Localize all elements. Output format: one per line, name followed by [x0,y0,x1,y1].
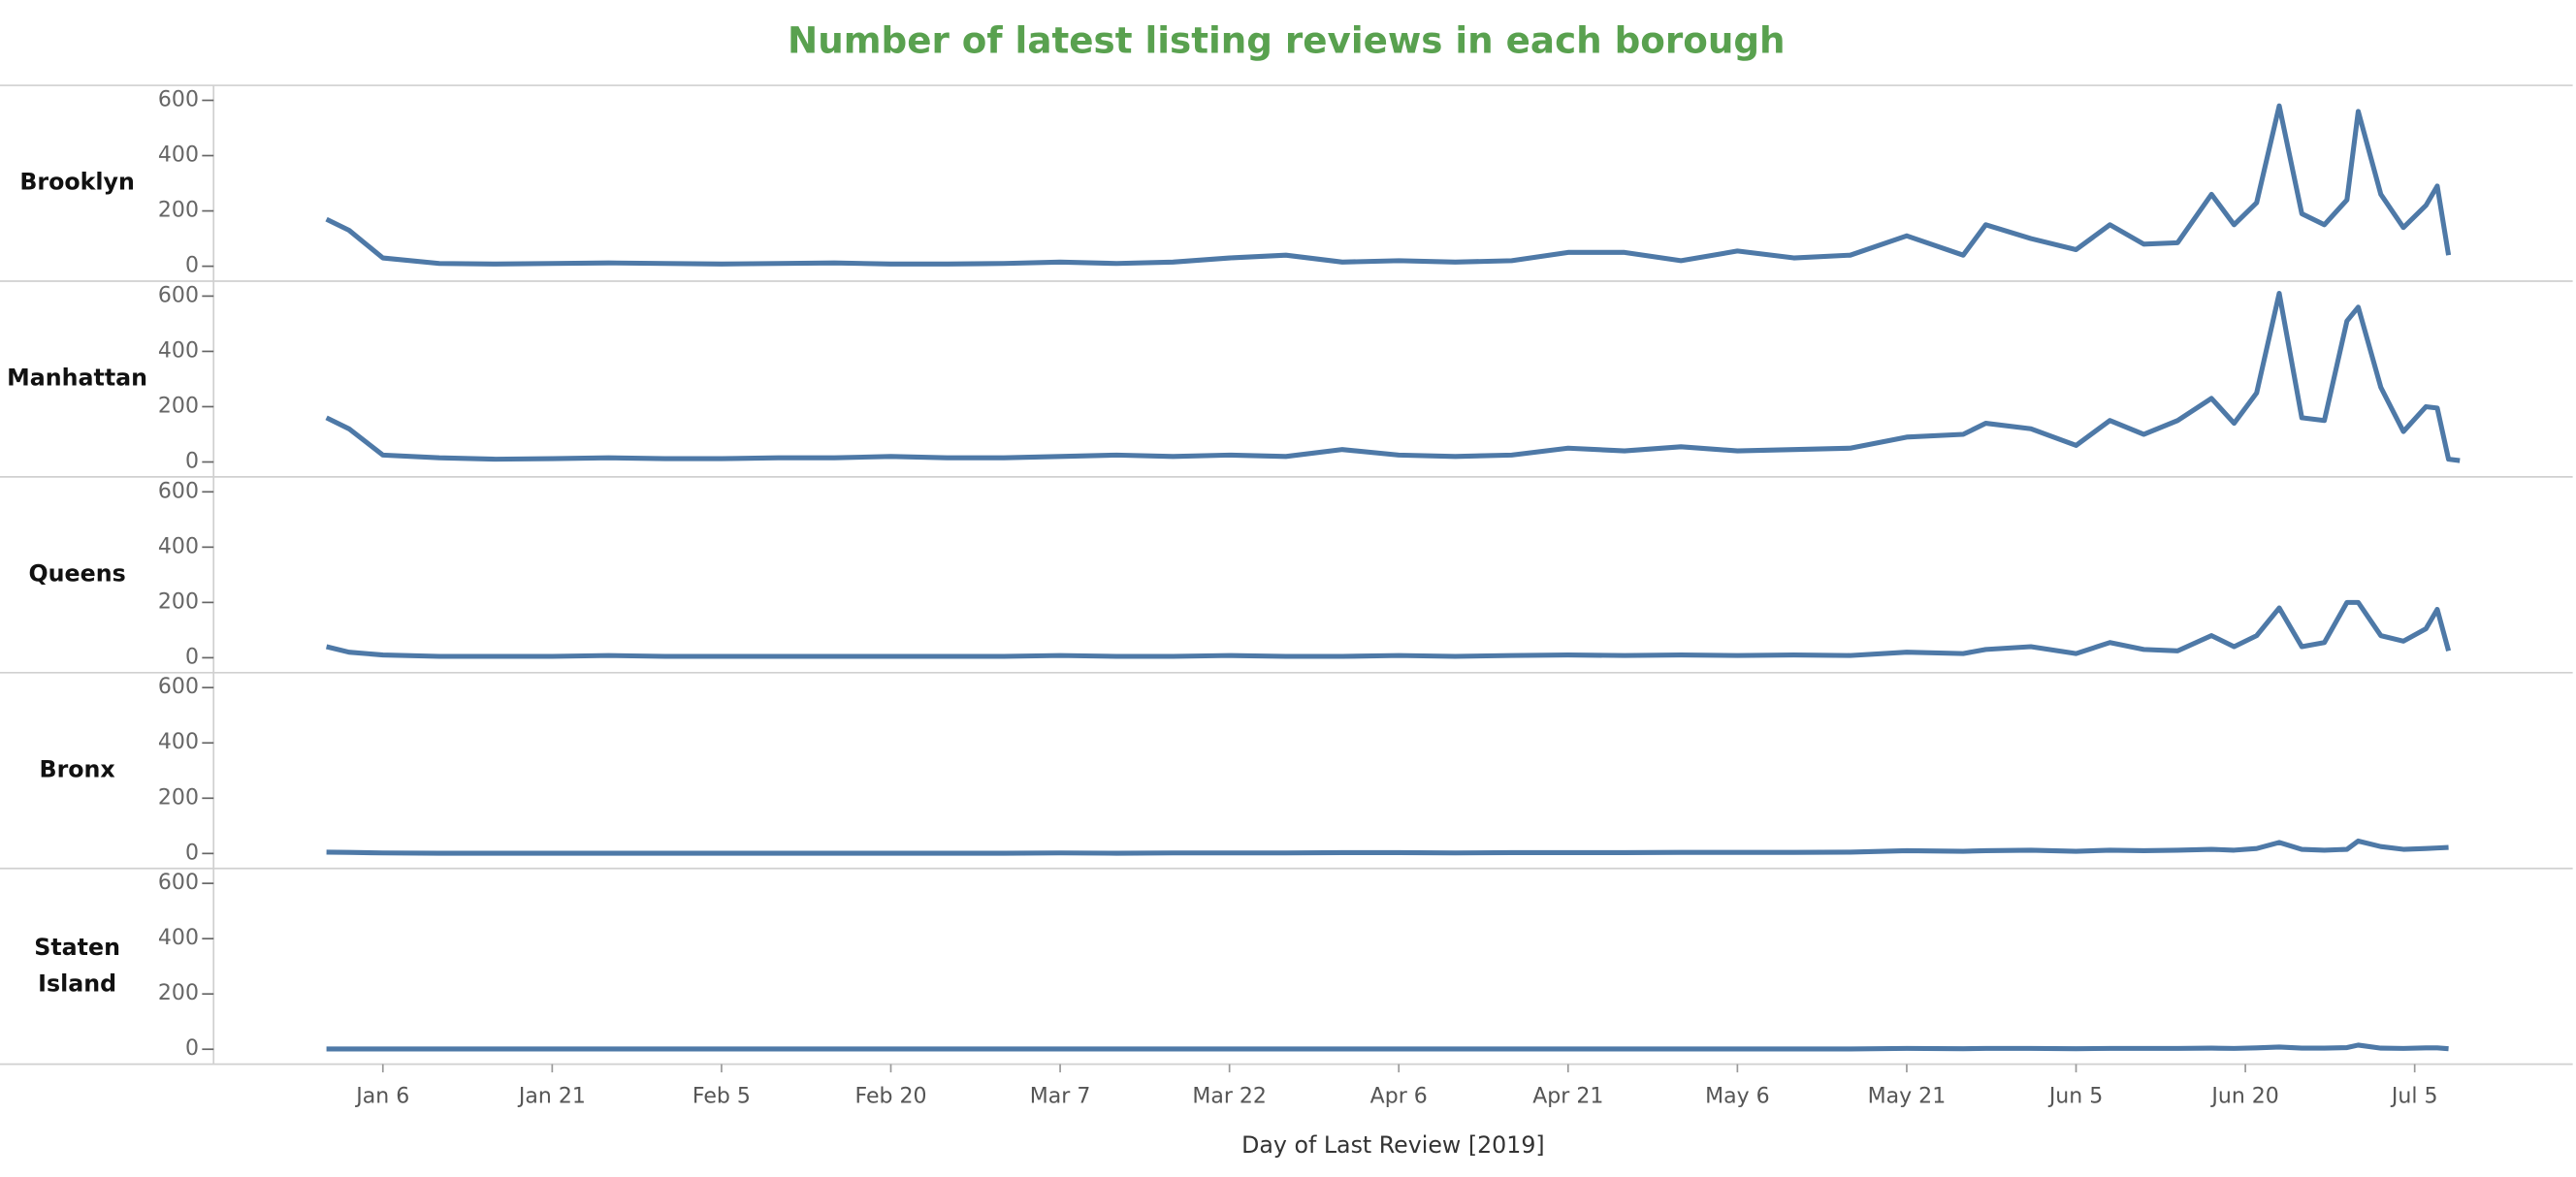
x-tick-label: Mar 22 [1192,1085,1267,1109]
x-tick-label: Jun 20 [2209,1085,2278,1109]
y-tick-label: 400 [158,926,199,950]
row-label: Queens [29,559,126,587]
row-label: Staten Island [34,934,120,997]
y-tick-label: 600 [158,87,199,111]
y-tick-label: 400 [158,143,199,168]
y-tick-label: 0 [185,1036,199,1061]
y-tick-label: 600 [158,871,199,895]
y-tick-label: 200 [158,394,199,418]
series-line [326,838,2449,856]
chart-title: Number of latest listing reviews in each… [788,19,1786,62]
y-tick-label: 600 [158,479,199,503]
y-tick-label: 600 [158,675,199,699]
y-tick-label: 400 [158,534,199,558]
x-tick-label: Apr 21 [1532,1085,1603,1109]
y-tick-label: 400 [158,730,199,754]
y-tick-label: 0 [185,841,199,865]
series-line [325,599,2452,659]
x-axis-title: Day of Last Review [2019] [1241,1131,1545,1159]
row-label: Bronx [40,755,115,782]
series-line [326,1042,2449,1052]
x-tick-label: Jul 5 [2390,1085,2438,1109]
y-tick-label: 400 [158,338,199,363]
row-label: Brooklyn [19,169,135,196]
y-tick-label: 0 [185,645,199,669]
y-tick-label: 600 [158,283,199,307]
y-tick-label: 200 [158,785,199,810]
y-tick-label: 0 [185,254,199,278]
y-tick-label: 200 [158,981,199,1005]
x-tick-label: Jan 6 [354,1085,409,1109]
x-tick-label: Apr 6 [1370,1085,1428,1109]
y-tick-label: 200 [158,199,199,223]
y-tick-label: 0 [185,450,199,474]
x-tick-label: Jan 21 [517,1085,586,1109]
x-tick-label: Feb 20 [855,1085,927,1109]
x-tick-label: May 6 [1705,1085,1770,1109]
x-tick-label: Jun 5 [2047,1085,2103,1109]
x-tick-label: Mar 7 [1030,1085,1091,1109]
y-tick-label: 200 [158,589,199,614]
series-line [325,103,2452,267]
x-tick-label: Feb 5 [692,1085,751,1109]
row-label: Manhattan [7,364,147,391]
x-tick-label: May 21 [1868,1085,1947,1109]
series-line [325,291,2461,463]
